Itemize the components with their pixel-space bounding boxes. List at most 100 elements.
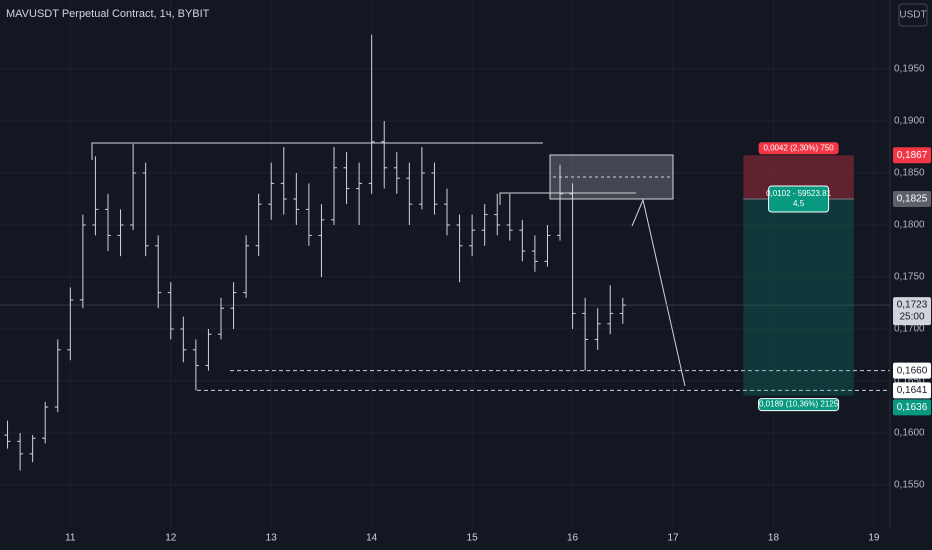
y-tick-label: 0,1850 <box>894 168 925 179</box>
y-tick-label: 0,1650 <box>894 376 925 387</box>
ohlc-bar <box>155 235 162 309</box>
ohlc-bar <box>531 235 538 272</box>
x-tick-label: 13 <box>266 533 278 544</box>
y-tick-label: 0,1700 <box>894 324 925 335</box>
ohlc-bar <box>431 162 438 215</box>
position: 0,0042 (2,30%) 750 0,0102 - 59523.814,5 0,… <box>743 142 854 412</box>
ohlc-bar <box>268 162 275 220</box>
ohlc-bar <box>343 152 350 205</box>
currency-box <box>898 3 928 27</box>
entry-label: 0,0102 - 59523.81 <box>766 189 831 198</box>
ohlc-bar <box>481 204 488 246</box>
ohlc-bar <box>519 219 526 262</box>
y-tick-label: 0,1550 <box>894 480 925 491</box>
ohlc-bar <box>92 156 99 236</box>
y-tick-label: 0,1600 <box>894 428 925 439</box>
ohlc-bar <box>79 214 86 309</box>
countdown: 25:00 <box>899 312 924 323</box>
ohlc-bar <box>29 435 36 463</box>
ohlc-bar <box>192 339 199 391</box>
price-tag-label: 0,1825 <box>897 194 928 205</box>
ohlc-bar <box>594 308 601 350</box>
label-pill <box>758 142 839 155</box>
drawings <box>0 142 890 391</box>
y-tick-label: 0,1750 <box>894 272 925 283</box>
price-tag-label: 0,1867 <box>897 150 928 161</box>
x-tick-label: 11 <box>65 533 76 544</box>
x-tick-label: 18 <box>768 533 780 544</box>
ohlc-bar <box>506 193 513 241</box>
stop-label: 0,0042 (2,30%) 750 <box>763 143 834 152</box>
price-tag-label: 0,1723 <box>897 300 928 311</box>
ohlc-bar <box>117 209 124 257</box>
resistance-line <box>91 142 543 160</box>
price-tag <box>893 399 931 416</box>
price-tag-label: 0,1641 <box>897 385 928 396</box>
y-tick-label: 0,1800 <box>894 220 925 231</box>
ohlc-bar <box>557 164 564 241</box>
ohlc-bar <box>280 146 287 215</box>
price-tag <box>893 297 931 326</box>
ohlc-bar <box>67 287 74 361</box>
x-tick-label: 14 <box>366 533 378 544</box>
ohlc-bar <box>167 282 174 340</box>
x-tick-label: 15 <box>467 533 479 544</box>
ohlc-bar <box>381 120 388 189</box>
ohlc-bar <box>243 235 250 298</box>
x-tick-label: 17 <box>667 533 679 544</box>
zone-box <box>549 154 674 200</box>
ohlc-bar <box>205 329 212 371</box>
ohlc-bar <box>444 188 451 236</box>
price-tag <box>893 382 931 399</box>
ohlc-bar <box>305 183 312 246</box>
ohlc-bar <box>393 152 400 194</box>
ohlc-bar <box>607 285 614 335</box>
chart-title: MAVUSDT Perpetual Contract, 1ч, BYBIT <box>6 8 210 20</box>
target-zone <box>743 198 854 396</box>
price-tag <box>893 362 931 379</box>
ohlc-bar <box>255 193 262 257</box>
ohlc-bar <box>356 162 363 225</box>
ohlc-bar <box>54 339 61 413</box>
ohlc-bar <box>406 162 413 225</box>
x-tick-label: 16 <box>567 533 579 544</box>
price-tag-label: 0,1660 <box>897 365 928 376</box>
ohlc-bar <box>494 193 501 236</box>
x-tick-label: 19 <box>868 533 880 544</box>
ratio-label: 4,5 <box>793 199 805 208</box>
bars <box>4 34 626 471</box>
ohlc-bar <box>569 183 576 330</box>
ohlc-bar <box>544 224 551 267</box>
ohlc-bar <box>230 282 237 330</box>
ohlc-bar <box>17 433 24 471</box>
ohlc-bar <box>42 401 49 444</box>
price-tag <box>893 190 931 207</box>
level-line <box>499 192 636 205</box>
ohlc-bar <box>331 146 338 225</box>
ohlc-bar <box>418 146 425 210</box>
ohlc-bar <box>217 297 224 340</box>
price-tag <box>893 147 931 164</box>
ohlc-bar <box>582 297 589 371</box>
x-tick-label: 12 <box>165 533 177 544</box>
projection-line <box>631 198 686 387</box>
price-tag-label: 0,1636 <box>897 402 928 413</box>
ohlc-bar <box>130 143 137 231</box>
y-tick-label: 0,1950 <box>894 64 925 75</box>
ohlc-bar <box>318 204 325 278</box>
ohlc-bar <box>368 34 375 194</box>
ohlc-bar <box>469 214 476 257</box>
y-tick-label: 0,1900 <box>894 116 925 127</box>
label-pill <box>758 398 840 412</box>
ohlc-bar <box>619 297 626 324</box>
ohlc-bar <box>180 316 187 363</box>
label-pill <box>768 185 830 213</box>
currency: USDT <box>899 10 926 21</box>
target-label: 0,0189 (10,36%) 2125 <box>759 400 839 409</box>
ohlc-bar <box>4 420 11 449</box>
